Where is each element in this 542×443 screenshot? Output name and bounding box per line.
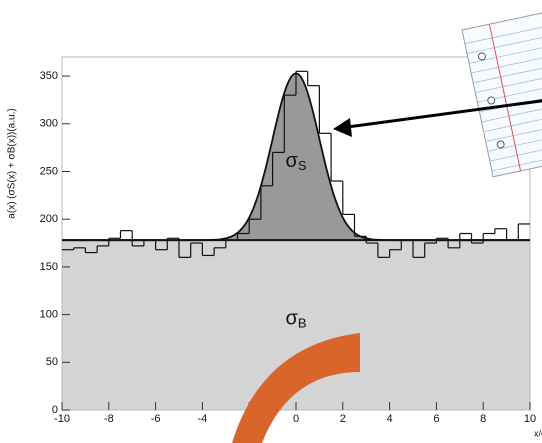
- annotation: σB: [285, 308, 306, 331]
- arrow-head: [333, 118, 352, 137]
- x-tick-label: 10: [524, 413, 536, 425]
- annotation-subscript: S: [298, 158, 307, 173]
- notepad-rule: [481, 98, 542, 123]
- notepad-rule: [485, 118, 542, 142]
- notepad-margin: [488, 24, 522, 172]
- notepad-rule: [475, 69, 542, 93]
- annotation-symbol: σ: [285, 308, 298, 330]
- notepad-rule: [491, 147, 542, 172]
- y-tick-label: 50: [46, 356, 58, 368]
- x-tick-label: -10: [54, 413, 70, 425]
- y-tick-label: 0: [52, 404, 58, 416]
- y-axis-label: a(x) (σS(x) + σB(x))(a.u.): [7, 108, 18, 218]
- notepad-rule: [477, 79, 542, 103]
- annotation-subscript: B: [298, 316, 307, 331]
- notepad-rule: [471, 49, 542, 74]
- x-tick-label: 0: [293, 413, 299, 425]
- x-axis-label: x/σ: [534, 428, 542, 438]
- y-tick-label: 350: [40, 70, 58, 82]
- notepad-page: [461, 6, 542, 178]
- x-tick-label: 6: [433, 413, 439, 425]
- y-tick-label: 250: [40, 165, 58, 177]
- notepad-rule: [473, 59, 542, 84]
- y-tick-label: 200: [40, 213, 58, 225]
- notepad-rule: [468, 39, 542, 64]
- annotation: σS: [285, 150, 306, 173]
- orange-arc: [232, 333, 360, 443]
- notepad-rule: [466, 30, 542, 54]
- notepad-rule: [483, 108, 542, 133]
- notepad-hole: [487, 96, 496, 105]
- x-tick-label: -8: [104, 413, 114, 425]
- notepad-hole: [477, 52, 486, 61]
- y-tick-label: 100: [40, 309, 58, 321]
- notepad-hole: [496, 140, 505, 149]
- x-tick-label: -4: [198, 413, 208, 425]
- annotation-symbol: σ: [285, 150, 298, 172]
- y-tick-label: 300: [40, 118, 58, 130]
- notepad-rule: [489, 137, 542, 162]
- x-tick-label: 2: [340, 413, 346, 425]
- x-tick-label: 4: [387, 413, 393, 425]
- x-tick-label: 8: [480, 413, 486, 425]
- arrow-shaft: [339, 99, 542, 130]
- notepad-rule: [464, 20, 542, 45]
- x-tick-label: -6: [151, 413, 161, 425]
- signal-fill: [62, 73, 530, 241]
- y-tick-label: 150: [40, 261, 58, 273]
